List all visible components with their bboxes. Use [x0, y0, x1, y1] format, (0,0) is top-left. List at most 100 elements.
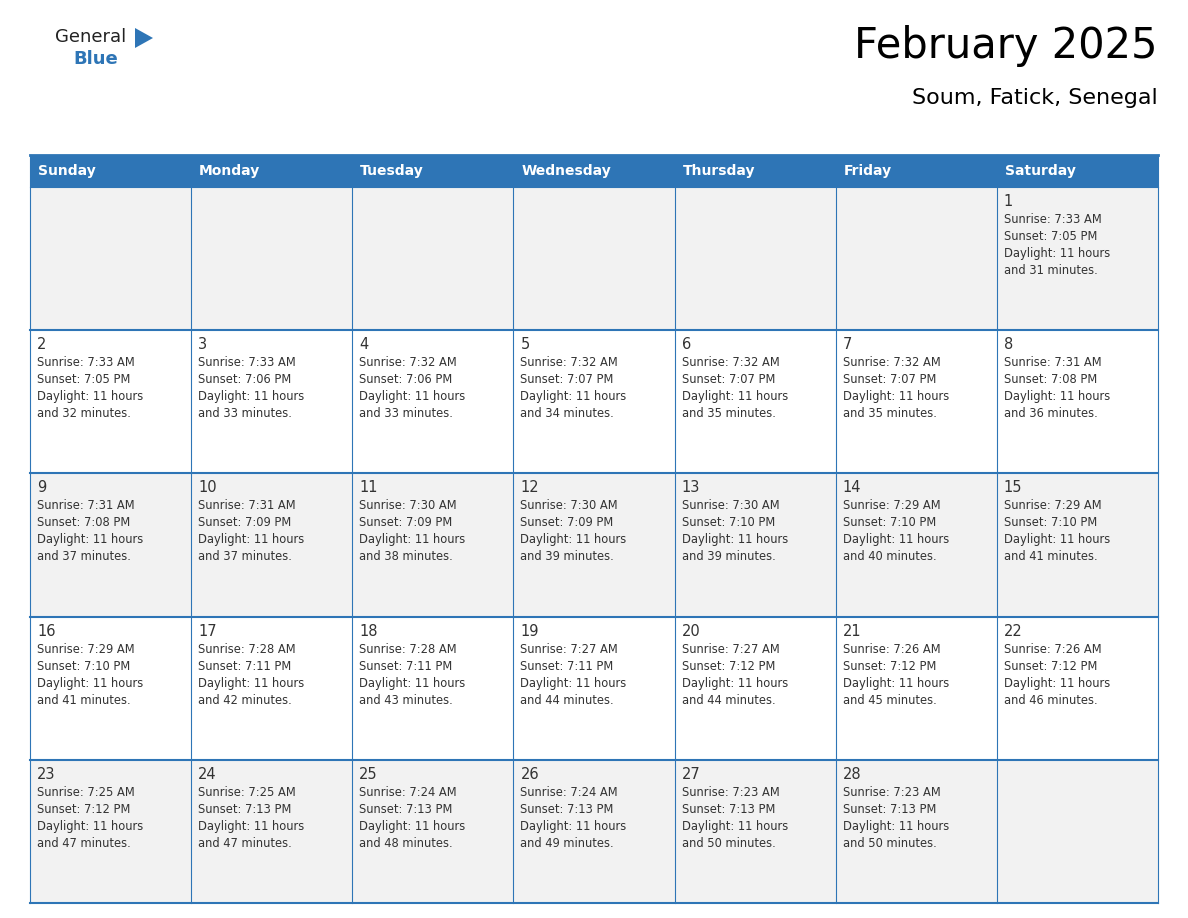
Text: Saturday: Saturday [1005, 164, 1075, 178]
Text: 22: 22 [1004, 623, 1023, 639]
Text: Daylight: 11 hours: Daylight: 11 hours [520, 533, 627, 546]
Text: Daylight: 11 hours: Daylight: 11 hours [842, 390, 949, 403]
Text: Daylight: 11 hours: Daylight: 11 hours [682, 677, 788, 689]
Text: Daylight: 11 hours: Daylight: 11 hours [359, 820, 466, 833]
Text: General: General [55, 28, 126, 46]
Text: Daylight: 11 hours: Daylight: 11 hours [359, 533, 466, 546]
Text: Daylight: 11 hours: Daylight: 11 hours [359, 390, 466, 403]
Text: Daylight: 11 hours: Daylight: 11 hours [842, 533, 949, 546]
Text: Sunset: 7:07 PM: Sunset: 7:07 PM [842, 374, 936, 386]
Text: and 32 minutes.: and 32 minutes. [37, 408, 131, 420]
Text: Daylight: 11 hours: Daylight: 11 hours [198, 820, 304, 833]
Text: Sunrise: 7:31 AM: Sunrise: 7:31 AM [37, 499, 134, 512]
Text: February 2025: February 2025 [854, 25, 1158, 67]
Text: Sunrise: 7:30 AM: Sunrise: 7:30 AM [359, 499, 457, 512]
Text: Sunday: Sunday [38, 164, 96, 178]
Text: 17: 17 [198, 623, 216, 639]
Text: Daylight: 11 hours: Daylight: 11 hours [520, 390, 627, 403]
Text: Sunrise: 7:29 AM: Sunrise: 7:29 AM [842, 499, 941, 512]
Text: Daylight: 11 hours: Daylight: 11 hours [37, 533, 144, 546]
Text: Sunset: 7:05 PM: Sunset: 7:05 PM [37, 374, 131, 386]
Text: 5: 5 [520, 337, 530, 353]
Text: and 49 minutes.: and 49 minutes. [520, 837, 614, 850]
Text: Sunset: 7:13 PM: Sunset: 7:13 PM [682, 803, 775, 816]
Text: 8: 8 [1004, 337, 1013, 353]
Text: Sunset: 7:10 PM: Sunset: 7:10 PM [682, 517, 775, 530]
Text: Daylight: 11 hours: Daylight: 11 hours [1004, 677, 1110, 689]
Text: and 44 minutes.: and 44 minutes. [682, 694, 776, 707]
Text: Monday: Monday [200, 164, 260, 178]
Text: Sunrise: 7:30 AM: Sunrise: 7:30 AM [682, 499, 779, 512]
Text: Daylight: 11 hours: Daylight: 11 hours [520, 677, 627, 689]
Text: Sunrise: 7:25 AM: Sunrise: 7:25 AM [198, 786, 296, 799]
Text: Sunset: 7:12 PM: Sunset: 7:12 PM [842, 660, 936, 673]
Text: and 43 minutes.: and 43 minutes. [359, 694, 453, 707]
Text: 26: 26 [520, 767, 539, 782]
Text: Sunset: 7:06 PM: Sunset: 7:06 PM [359, 374, 453, 386]
Text: Sunset: 7:13 PM: Sunset: 7:13 PM [198, 803, 291, 816]
Text: and 35 minutes.: and 35 minutes. [682, 408, 776, 420]
Text: 2: 2 [37, 337, 46, 353]
Text: and 47 minutes.: and 47 minutes. [198, 837, 292, 850]
Text: Sunset: 7:05 PM: Sunset: 7:05 PM [1004, 230, 1098, 243]
Text: Sunset: 7:07 PM: Sunset: 7:07 PM [682, 374, 775, 386]
Text: Sunrise: 7:27 AM: Sunrise: 7:27 AM [520, 643, 618, 655]
Text: Sunrise: 7:23 AM: Sunrise: 7:23 AM [842, 786, 941, 799]
Text: and 38 minutes.: and 38 minutes. [359, 551, 453, 564]
Text: Sunset: 7:11 PM: Sunset: 7:11 PM [198, 660, 291, 673]
Text: Thursday: Thursday [683, 164, 756, 178]
Text: Daylight: 11 hours: Daylight: 11 hours [842, 820, 949, 833]
Text: Sunrise: 7:32 AM: Sunrise: 7:32 AM [842, 356, 941, 369]
Text: 27: 27 [682, 767, 700, 782]
Bar [30, 474, 1158, 617]
Text: Sunrise: 7:23 AM: Sunrise: 7:23 AM [682, 786, 779, 799]
Text: Sunrise: 7:29 AM: Sunrise: 7:29 AM [37, 643, 134, 655]
Text: Sunrise: 7:28 AM: Sunrise: 7:28 AM [198, 643, 296, 655]
Text: Daylight: 11 hours: Daylight: 11 hours [198, 533, 304, 546]
Bar [30, 187, 1158, 330]
Text: Daylight: 11 hours: Daylight: 11 hours [682, 820, 788, 833]
Text: and 45 minutes.: and 45 minutes. [842, 694, 936, 707]
Text: and 37 minutes.: and 37 minutes. [198, 551, 292, 564]
Text: Sunset: 7:13 PM: Sunset: 7:13 PM [842, 803, 936, 816]
Text: Sunrise: 7:26 AM: Sunrise: 7:26 AM [842, 643, 941, 655]
Text: 23: 23 [37, 767, 56, 782]
Text: Blue: Blue [72, 50, 118, 68]
Bar [30, 760, 1158, 903]
Text: 12: 12 [520, 480, 539, 496]
Text: Sunset: 7:08 PM: Sunset: 7:08 PM [1004, 374, 1097, 386]
Text: Sunrise: 7:24 AM: Sunrise: 7:24 AM [520, 786, 618, 799]
Text: Tuesday: Tuesday [360, 164, 424, 178]
Text: Sunset: 7:09 PM: Sunset: 7:09 PM [520, 517, 614, 530]
Text: 3: 3 [198, 337, 207, 353]
Text: Daylight: 11 hours: Daylight: 11 hours [842, 677, 949, 689]
Text: Daylight: 11 hours: Daylight: 11 hours [682, 533, 788, 546]
Text: and 31 minutes.: and 31 minutes. [1004, 264, 1098, 277]
Text: Sunrise: 7:33 AM: Sunrise: 7:33 AM [1004, 213, 1101, 226]
Text: and 33 minutes.: and 33 minutes. [359, 408, 453, 420]
Text: Sunrise: 7:27 AM: Sunrise: 7:27 AM [682, 643, 779, 655]
Text: Daylight: 11 hours: Daylight: 11 hours [359, 677, 466, 689]
Text: Sunset: 7:12 PM: Sunset: 7:12 PM [1004, 660, 1098, 673]
Text: Daylight: 11 hours: Daylight: 11 hours [682, 390, 788, 403]
Text: 24: 24 [198, 767, 216, 782]
Text: Sunset: 7:09 PM: Sunset: 7:09 PM [198, 517, 291, 530]
Text: and 39 minutes.: and 39 minutes. [682, 551, 776, 564]
Text: and 40 minutes.: and 40 minutes. [842, 551, 936, 564]
Text: and 35 minutes.: and 35 minutes. [842, 408, 936, 420]
Text: 20: 20 [682, 623, 700, 639]
Text: Sunset: 7:10 PM: Sunset: 7:10 PM [842, 517, 936, 530]
Text: 4: 4 [359, 337, 368, 353]
Bar [30, 330, 1158, 474]
Text: 21: 21 [842, 623, 861, 639]
Text: and 46 minutes.: and 46 minutes. [1004, 694, 1098, 707]
Text: Sunrise: 7:25 AM: Sunrise: 7:25 AM [37, 786, 134, 799]
Text: Daylight: 11 hours: Daylight: 11 hours [37, 677, 144, 689]
Text: 1: 1 [1004, 194, 1013, 209]
Bar [30, 617, 1158, 760]
Bar [30, 155, 1158, 187]
Text: Sunset: 7:10 PM: Sunset: 7:10 PM [1004, 517, 1097, 530]
Text: and 41 minutes.: and 41 minutes. [1004, 551, 1098, 564]
Text: Daylight: 11 hours: Daylight: 11 hours [1004, 533, 1110, 546]
Text: 15: 15 [1004, 480, 1023, 496]
